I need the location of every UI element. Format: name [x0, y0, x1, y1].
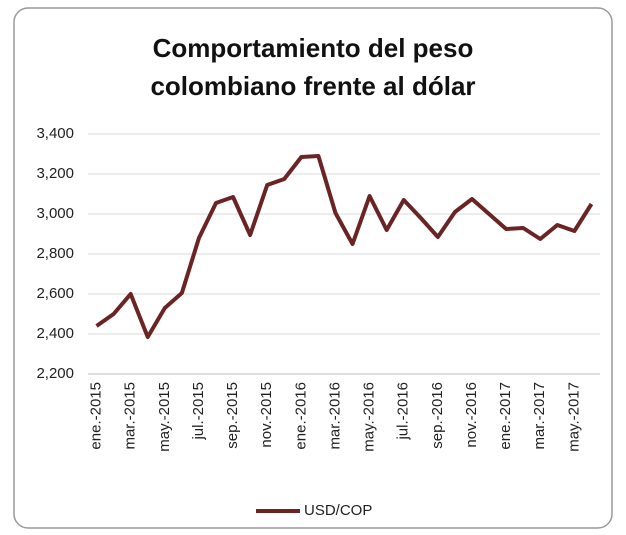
- chart-border: [13, 7, 613, 529]
- x-tick-label: mar.-2017: [531, 382, 548, 450]
- x-tick-label: mar.-2015: [122, 382, 139, 450]
- x-tick-label: ene.-2016: [292, 382, 309, 450]
- legend-label: USD/COP: [304, 502, 372, 519]
- y-tick-label: 2,400: [36, 325, 74, 342]
- x-tick-label: jul.-2016: [395, 382, 412, 441]
- chart-title: Comportamiento del peso: [153, 33, 474, 63]
- x-tick-label: nov.-2016: [463, 382, 480, 448]
- y-tick-label: 3,000: [36, 205, 74, 222]
- y-tick-label: 2,800: [36, 245, 74, 262]
- x-tick-label: may.-2017: [565, 382, 582, 452]
- x-tick-label: nov.-2015: [258, 382, 275, 448]
- x-tick-label: ene.-2015: [88, 382, 105, 450]
- y-tick-label: 2,600: [36, 285, 74, 302]
- x-tick-label: sep.-2015: [224, 382, 241, 449]
- y-tick-label: 3,200: [36, 165, 74, 182]
- y-tick-label: 3,400: [36, 125, 74, 142]
- data-line: [95, 154, 594, 339]
- x-tick-label: jul.-2015: [190, 382, 207, 441]
- x-tick-label: may.-2016: [361, 382, 378, 452]
- y-tick-label: 2,200: [36, 365, 74, 382]
- x-tick-label: mar.-2016: [326, 382, 343, 450]
- x-tick-label: may.-2015: [156, 382, 173, 452]
- chart-title: colombiano frente al dólar: [150, 71, 475, 101]
- x-tick-label: sep.-2016: [429, 382, 446, 449]
- x-tick-label: ene.-2017: [497, 382, 514, 450]
